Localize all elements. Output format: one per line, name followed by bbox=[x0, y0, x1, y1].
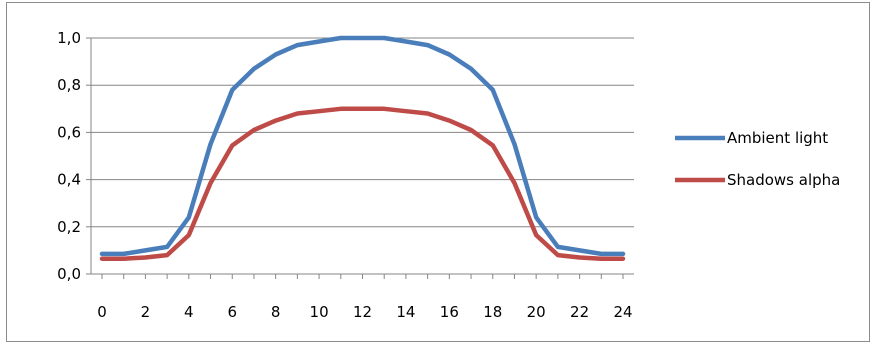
series-line-shadows-alpha bbox=[99, 106, 626, 261]
x-tick-label: 24 bbox=[613, 303, 632, 321]
x-tick-label: 20 bbox=[527, 303, 546, 321]
x-tick-label: 8 bbox=[271, 303, 281, 321]
x-tick-label: 10 bbox=[310, 303, 329, 321]
y-tick-label: 0,2 bbox=[57, 218, 81, 236]
line-chart: 0,00,20,40,60,81,0 0 2 4 6 8 10 12 14 16 18 20 22 24… bbox=[57, 29, 840, 321]
series-lines bbox=[99, 35, 626, 261]
x-tick-label: 18 bbox=[483, 303, 502, 321]
legend-label-ambient-light: Ambient light bbox=[727, 129, 828, 147]
x-tick-label: 12 bbox=[353, 303, 372, 321]
x-tick-label: 0 bbox=[97, 303, 107, 321]
y-tick-label: 0,0 bbox=[57, 265, 81, 283]
y-tick-label: 1,0 bbox=[57, 29, 81, 47]
series-line-ambient-light bbox=[99, 35, 626, 257]
y-tick-label: 0,8 bbox=[57, 76, 81, 94]
legend: Ambient light Shadows alpha bbox=[675, 129, 840, 189]
chart-frame: 0,0 0,2 0,4 0,6 0,8 1,0 0 2 4 6 8 10 12 14 16 18 20 22 24… bbox=[6, 2, 870, 342]
x-tick-label: 22 bbox=[570, 303, 589, 321]
x-tick-label: 6 bbox=[227, 303, 237, 321]
x-tick-label: 2 bbox=[141, 303, 151, 321]
x-tick-label: 16 bbox=[440, 303, 459, 321]
y-tick-label: 0,4 bbox=[57, 171, 81, 189]
x-axis: 0 2 4 6 8 10 12 14 16 18 20 22 24 bbox=[97, 274, 633, 321]
x-tick-label: 14 bbox=[396, 303, 415, 321]
legend-label-shadows-alpha: Shadows alpha bbox=[727, 171, 840, 189]
y-tick-label: 0,6 bbox=[57, 123, 81, 141]
x-tick-label: 4 bbox=[184, 303, 194, 321]
y-axis: 0,0 0,2 0,4 0,6 0,8 1,0 bbox=[57, 29, 92, 283]
